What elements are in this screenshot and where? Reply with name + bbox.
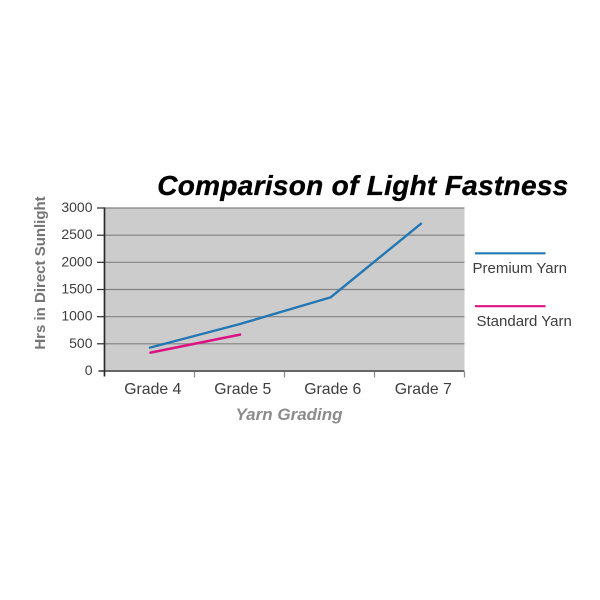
svg-text:Grade 5: Grade 5 [214, 381, 271, 398]
svg-text:1500: 1500 [61, 281, 92, 297]
svg-text:Standard Yarn: Standard Yarn [477, 313, 572, 330]
svg-text:2500: 2500 [61, 226, 92, 242]
svg-text:Yarn Grading: Yarn Grading [235, 405, 343, 424]
svg-text:Premium Yarn: Premium Yarn [473, 260, 567, 277]
svg-text:500: 500 [69, 335, 93, 351]
svg-text:Grade 4: Grade 4 [124, 381, 181, 398]
svg-text:1000: 1000 [61, 308, 92, 324]
svg-text:Grade 7: Grade 7 [395, 381, 452, 398]
svg-text:Grade 6: Grade 6 [304, 381, 361, 398]
svg-text:Comparison of Light Fastness: Comparison of Light Fastness [157, 170, 568, 201]
svg-text:2000: 2000 [61, 253, 92, 269]
svg-text:0: 0 [85, 362, 93, 378]
svg-text:Hrs in Direct Sunlight: Hrs in Direct Sunlight [32, 196, 49, 349]
svg-text:3000: 3000 [61, 199, 92, 215]
